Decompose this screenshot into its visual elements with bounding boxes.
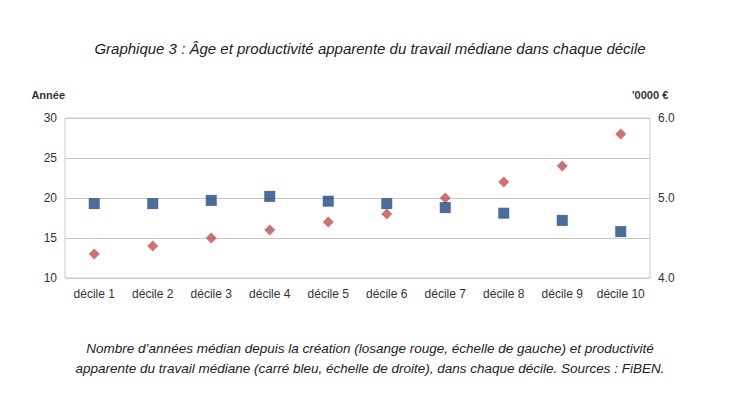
svg-text:5.0: 5.0 [658, 191, 675, 205]
svg-text:apparente du travail médiane (: apparente du travail médiane (carré bleu… [75, 361, 664, 376]
svg-text:décile 8: décile 8 [483, 287, 525, 301]
svg-text:décile 7: décile 7 [425, 287, 467, 301]
svg-text:décile 4: décile 4 [249, 287, 291, 301]
svg-text:décile 3: décile 3 [191, 287, 233, 301]
svg-text:Année: Année [31, 89, 65, 101]
svg-text:6.0: 6.0 [658, 111, 675, 125]
svg-text:'0000 €: '0000 € [632, 89, 668, 101]
svg-text:décile 1: décile 1 [74, 287, 116, 301]
svg-text:4.0: 4.0 [658, 271, 675, 285]
svg-text:15: 15 [44, 231, 58, 245]
svg-text:décile 9: décile 9 [542, 287, 584, 301]
svg-text:Graphique 3 : Âge et productiv: Graphique 3 : Âge et productivité appare… [94, 40, 645, 57]
svg-text:décile 5: décile 5 [308, 287, 350, 301]
svg-text:20: 20 [44, 191, 58, 205]
svg-text:10: 10 [44, 271, 58, 285]
svg-text:décile 10: décile 10 [597, 287, 645, 301]
svg-text:décile 6: décile 6 [366, 287, 408, 301]
svg-text:25: 25 [44, 151, 58, 165]
svg-text:Nombre d’années médian depuis: Nombre d’années médian depuis la créatio… [86, 341, 653, 356]
svg-text:décile 2: décile 2 [132, 287, 174, 301]
svg-text:30: 30 [44, 111, 58, 125]
